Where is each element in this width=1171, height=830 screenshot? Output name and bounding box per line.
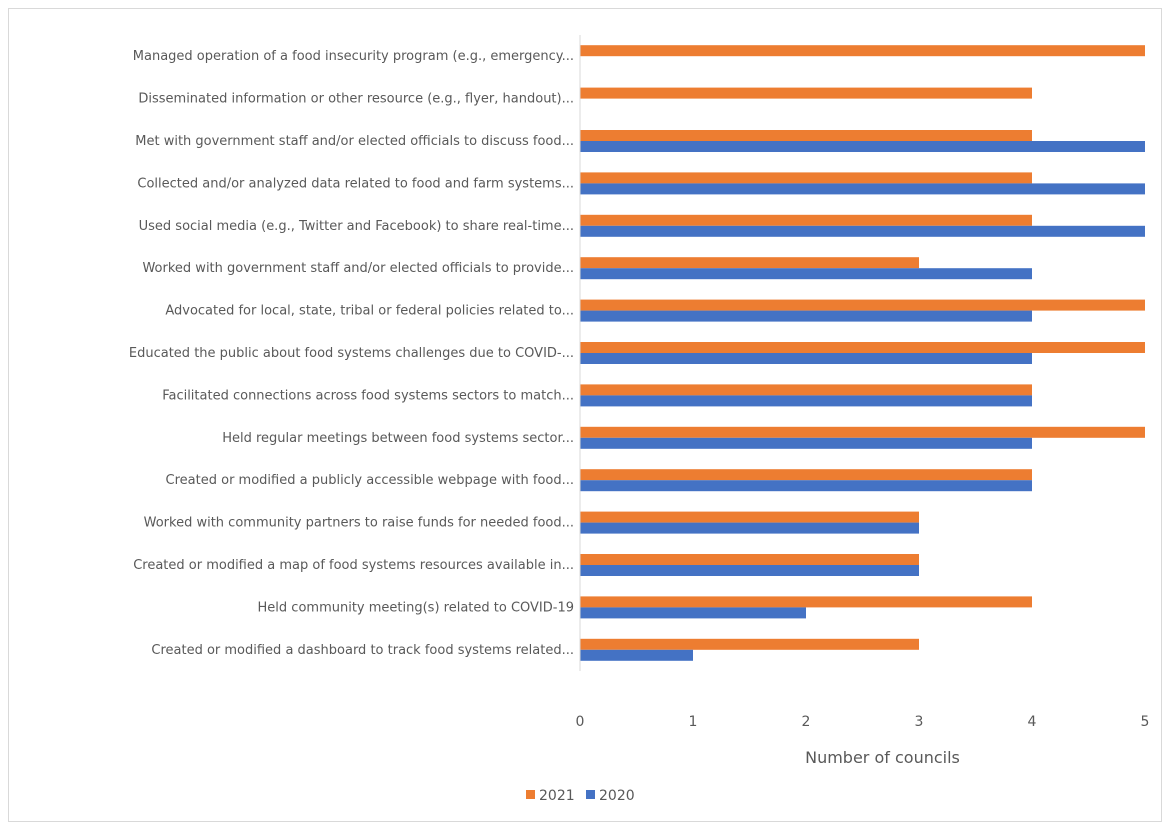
- bar-2020-13: [580, 607, 806, 619]
- x-tick-label: 3: [915, 714, 924, 730]
- bar-2020-8: [580, 395, 1032, 407]
- bar-2021-12: [580, 554, 919, 565]
- bar-2020-10: [580, 480, 1032, 492]
- category-label: Managed operation of a food insecurity p…: [133, 49, 574, 64]
- x-tick-label: 1: [689, 714, 698, 730]
- category-label: Worked with community partners to raise …: [144, 516, 574, 531]
- legend-label-2020: 2020: [599, 788, 635, 804]
- legend-swatch-2020: [586, 790, 595, 799]
- category-label: Worked with government staff and/or elec…: [142, 261, 574, 276]
- bar-2021-13: [580, 596, 1032, 608]
- category-label: Held community meeting(s) related to COV…: [258, 600, 574, 615]
- bar-2021-6: [580, 299, 1145, 311]
- x-tick-label: 5: [1141, 714, 1150, 730]
- bar-2020-2: [580, 141, 1145, 152]
- category-label: Disseminated information or other resour…: [138, 92, 574, 107]
- category-labels: Managed operation of a food insecurity p…: [129, 49, 574, 658]
- category-label: Created or modified a publicly accessibl…: [166, 473, 574, 488]
- category-label: Advocated for local, state, tribal or fe…: [165, 304, 574, 319]
- bar-2021-7: [580, 342, 1145, 353]
- bar-2020-5: [580, 268, 1032, 280]
- bar-2021-9: [580, 426, 1145, 438]
- legend-label-2021: 2021: [539, 788, 575, 804]
- category-label: Educated the public about food systems c…: [129, 346, 574, 361]
- bar-2021-14: [580, 638, 919, 650]
- bar-2021-5: [580, 257, 919, 269]
- legend-swatch-2021: [526, 790, 535, 799]
- x-tick-label: 4: [1028, 714, 1037, 730]
- bar-2021-2: [580, 130, 1032, 141]
- bar-2021-10: [580, 469, 1032, 481]
- bars-group: [580, 45, 1145, 661]
- bar-2021-8: [580, 384, 1032, 396]
- category-label: Created or modified a dashboard to track…: [151, 643, 574, 658]
- bar-2020-6: [580, 310, 1032, 322]
- category-label: Held regular meetings between food syste…: [222, 431, 574, 446]
- x-tick-labels: 0 1 2 3 4 5: [576, 714, 1150, 730]
- x-axis-title: Number of councils: [805, 748, 960, 767]
- bar-2021-3: [580, 172, 1032, 184]
- bar-2021-1: [580, 87, 1032, 99]
- x-tick-label: 2: [802, 714, 811, 730]
- bar-2020-12: [580, 565, 919, 576]
- bar-2021-11: [580, 511, 919, 523]
- bar-2020-4: [580, 225, 1145, 237]
- bar-2020-3: [580, 183, 1145, 195]
- category-label: Met with government staff and/or elected…: [135, 134, 574, 149]
- category-label: Collected and/or analyzed data related t…: [137, 176, 574, 191]
- bar-2021-4: [580, 214, 1032, 226]
- bar-2020-14: [580, 649, 693, 661]
- bar-2021-0: [580, 45, 1145, 57]
- category-label: Created or modified a map of food system…: [133, 558, 574, 573]
- bar-2020-7: [580, 353, 1032, 364]
- legend: 2021 2020: [526, 788, 635, 804]
- x-tick-label: 0: [576, 714, 585, 730]
- bar-2020-9: [580, 437, 1032, 449]
- bar-2020-11: [580, 522, 919, 534]
- category-label: Used social media (e.g., Twitter and Fac…: [139, 219, 574, 234]
- category-label: Facilitated connections across food syst…: [162, 388, 574, 403]
